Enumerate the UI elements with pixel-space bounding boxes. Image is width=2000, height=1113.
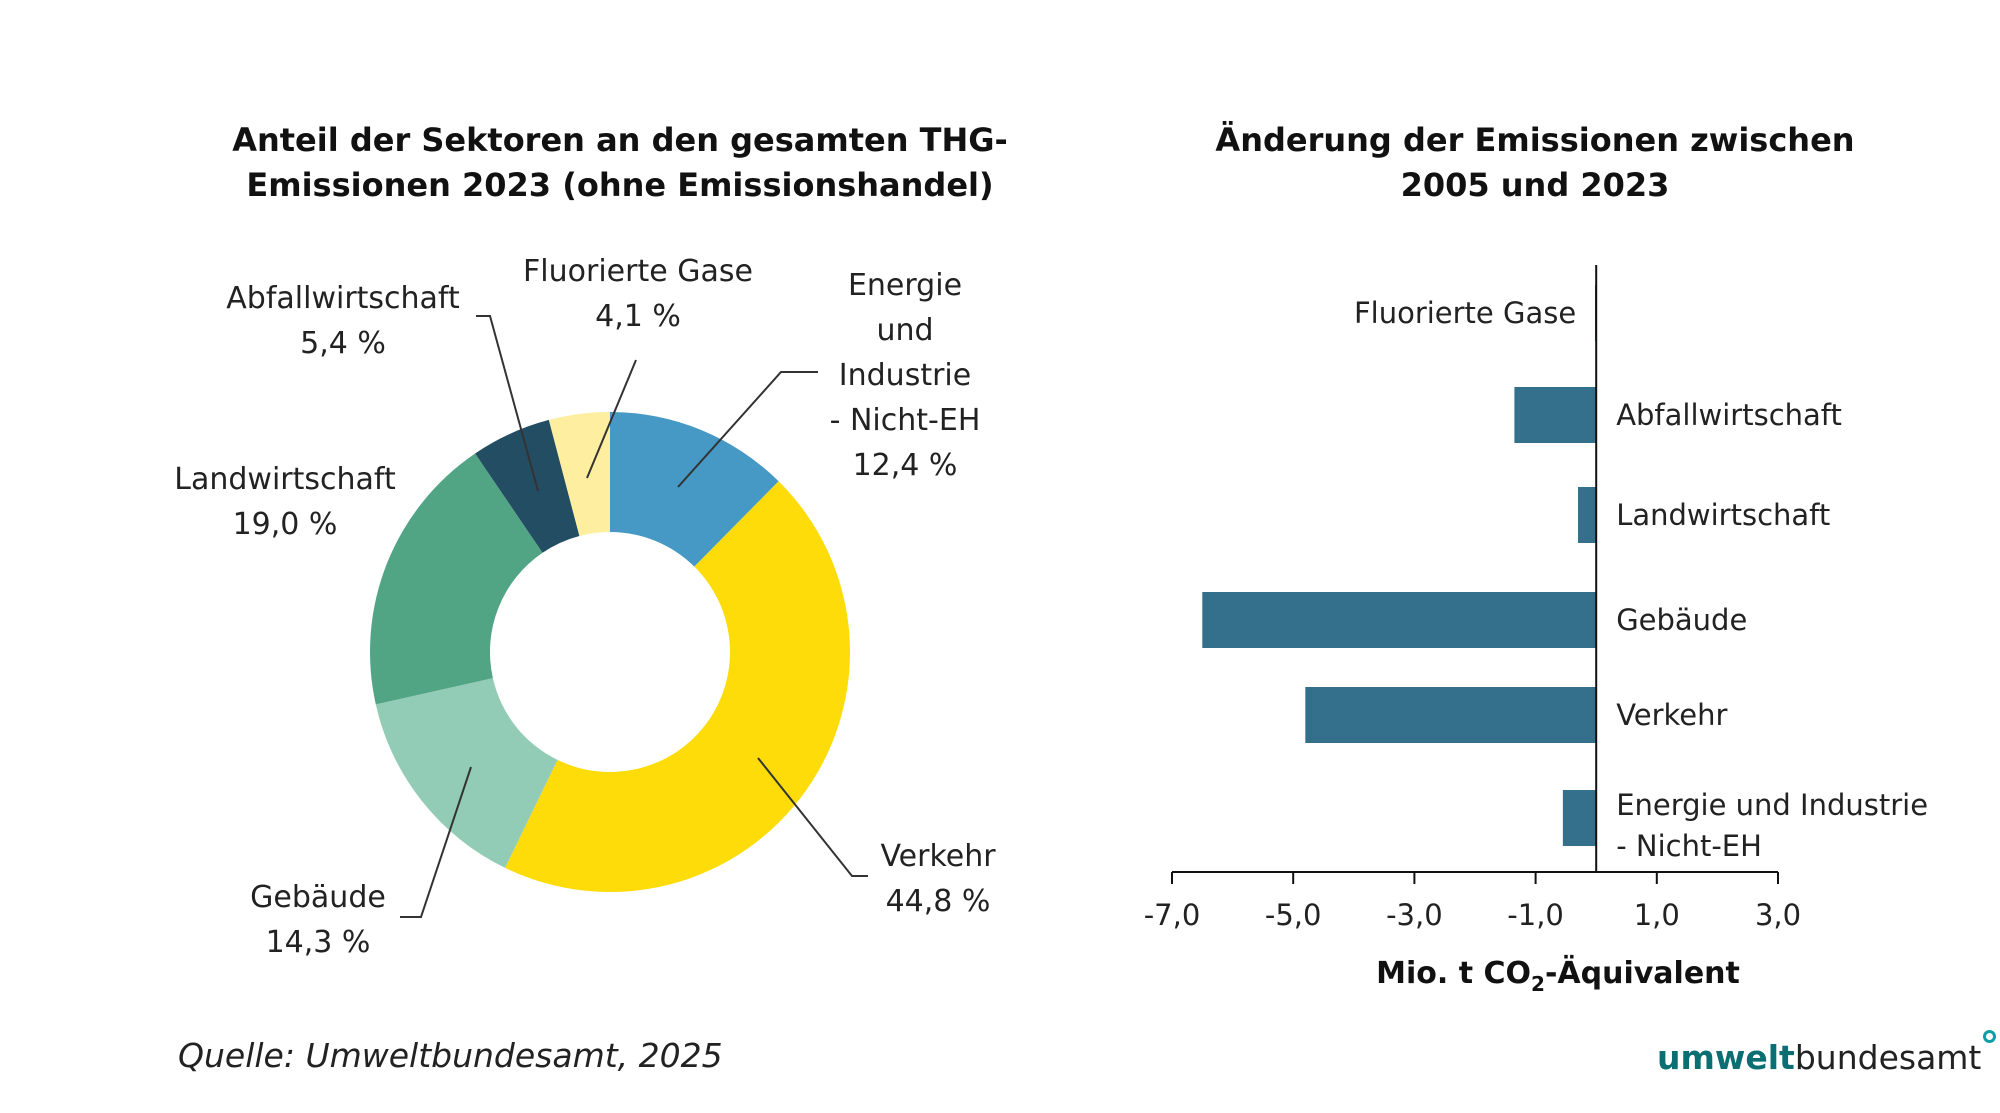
pie-leader-line-abfallwirtschaft [476, 315, 539, 492]
pie-slice-landwirtschaft [370, 453, 543, 705]
bar-label-energie-und-industrie-nicht-eh: Energie und Industrie - Nicht-EH [1616, 788, 1928, 863]
pie-leader-line-fluorierte-gase [586, 359, 637, 479]
pie-title-line-1: Anteil der Sektoren an den gesamten THG- [232, 121, 1008, 159]
pie-leader-line-gebaeude [400, 766, 472, 918]
bar-title-line-2: 2005 und 2023 [1401, 166, 1670, 204]
pie-label-abfallwirtschaft: Abfallwirtschaft 5,4 % [226, 281, 460, 361]
bar-label-landwirtschaft: Landwirtschaft [1616, 498, 1830, 532]
pie-label-gebaeude: Gebäude 14,3 % [250, 880, 386, 960]
logo-part-2: bundesamt [1794, 1038, 1982, 1077]
pie-label-landwirtschaft: Landwirtschaft 19,0 % [174, 462, 396, 542]
bar-energie-und-industrie-nicht-eh [1562, 790, 1597, 846]
logo-mark-icon [1983, 1030, 1997, 1043]
x-tick-label: -5,0 [1265, 898, 1322, 932]
pie-leader-line-energie-und-industrie-nicht-eh [677, 371, 818, 488]
source-note: Quelle: Umweltbundesamt, 2025 [178, 1036, 723, 1075]
bar-label-gebaeude: Gebäude [1616, 603, 1747, 637]
logo-part-1: umwelt [1657, 1038, 1795, 1077]
pie-slice-abfallwirtschaft [475, 419, 580, 553]
pie-slice-fluorierte-gase [548, 412, 610, 536]
x-tick-label: -3,0 [1386, 898, 1443, 932]
pie-slice-gebaeude [375, 678, 558, 868]
pie-leader-line-verkehr [757, 757, 868, 877]
bar-label-fluorierte-gase: Fluorierte Gase [1354, 296, 1576, 330]
bar-label-verkehr: Verkehr [1616, 698, 1727, 732]
x-tick-label: 3,0 [1755, 898, 1801, 932]
pie-slice-energie-und-industrie-nicht-eh [610, 412, 779, 567]
x-tick-label: -7,0 [1144, 898, 1201, 932]
bar-chart-emission-change: Änderung der Emissionen zwischen 2005 un… [1144, 121, 1928, 996]
pie-label-energie-und-industrie-nicht-eh: Energie und Industrie - Nicht-EH 12,4 % [830, 268, 981, 483]
donut-chart-sector-shares: Anteil der Sektoren an den gesamten THG-… [174, 121, 1008, 960]
bar-verkehr [1305, 687, 1597, 743]
pie-title-line-2: Emissionen 2023 (ohne Emissionshandel) [246, 166, 993, 204]
pie-label-fluorierte-gase: Fluorierte Gase 4,1 % [523, 254, 753, 334]
pie-label-verkehr: Verkehr 44,8 % [880, 839, 996, 919]
bar-gebaeude [1202, 592, 1597, 648]
bar-abfallwirtschaft [1514, 387, 1597, 443]
umweltbundesamt-logo: umweltbundesamt [1657, 1030, 1997, 1077]
x-tick-label: -1,0 [1507, 898, 1564, 932]
x-axis-title: Mio. t CO2-Äquivalent [1376, 955, 1740, 996]
bar-label-abfallwirtschaft: Abfallwirtschaft [1616, 398, 1842, 432]
x-tick-label: 1,0 [1634, 898, 1680, 932]
bar-title-line-1: Änderung der Emissionen zwischen [1215, 121, 1854, 159]
pie-slice-verkehr [505, 481, 850, 892]
bar-landwirtschaft [1578, 487, 1597, 543]
